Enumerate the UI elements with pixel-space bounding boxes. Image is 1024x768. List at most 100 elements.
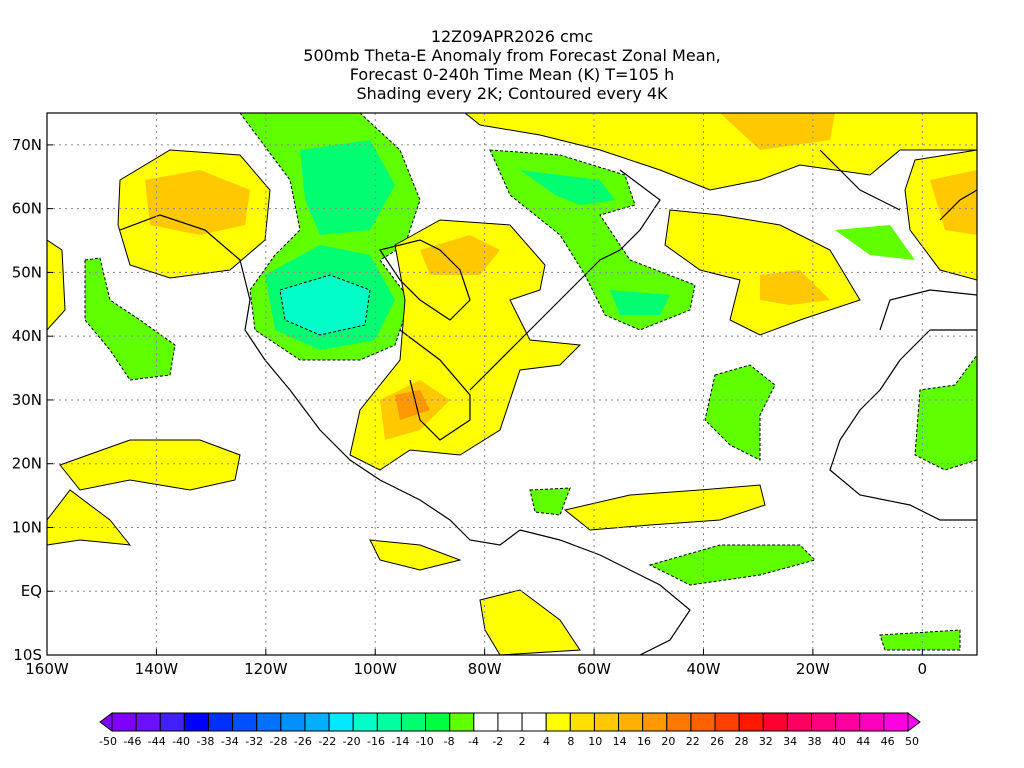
y-tick-label: 40N [12,327,42,345]
colorbar-swatch [207,712,234,732]
plot-frame [46,112,978,656]
colorbar-label: -26 [294,735,312,748]
colorbar-swatch [425,712,451,732]
colorbar-label: -34 [221,735,239,748]
title-line-4: Shading every 2K; Contoured every 4K [356,84,668,103]
y-tick-label: EQ [21,582,42,600]
colorbar-swatch [859,712,885,732]
x-tick-label: 80W [468,660,502,678]
colorbar-swatch [666,712,692,732]
colorbar-swatch [690,712,716,732]
colorbar-label: -22 [318,735,336,748]
colorbar-label: -14 [391,735,409,748]
y-tick-label: 60N [12,200,42,218]
colorbar-label: 10 [588,735,602,748]
graticule [47,113,977,655]
colorbar-swatch [256,712,282,732]
colorbar-label: 20 [661,735,675,748]
x-tick-label: 20W [796,660,830,678]
negative-core-labrador [520,170,670,315]
colorbar-label: -8 [444,735,455,748]
colorbar-swatch [232,712,258,732]
colorbar-swatch [328,712,354,732]
colorbar-swatch [714,712,740,732]
colorbar-swatch [400,712,427,732]
y-tick-label: 70N [12,136,42,154]
colorbar-label: 32 [759,735,773,748]
axes: 160W 140W 120W 100W 80W 60W 40W 20W 0 10S EQ 10N 20N… [12,136,927,678]
colorbar-swatch [183,712,209,732]
positive-anomaly-south-america [369,539,581,655]
positive-anomaly-north-atlantic [464,113,977,191]
negative-anomaly-greenland-south [835,225,915,260]
positive-anomaly-west-edge [47,239,132,546]
x-tick-label: 60W [577,660,611,678]
colorbar-label: -28 [270,735,288,748]
title-line-1: 12Z09APR2026 cmc [430,27,594,46]
negative-anomaly-canada-core [300,140,395,235]
negative-anomaly-labrador [489,149,696,331]
colorbar-label: 44 [856,735,870,748]
x-tick-label: 100W [354,660,398,678]
colorbar-swatch [497,712,523,732]
colorbar-label: 22 [686,735,700,748]
title-line-3: Forecast 0-240h Time Mean (K) T=105 h [349,65,675,84]
colorbar-swatch [593,712,620,732]
colorbar-label: -10 [416,735,434,748]
negative-core-rockies [279,274,371,336]
colorbar-swatch [304,712,330,732]
y-tick-label: 30N [12,391,42,409]
colorbar-label: 14 [613,735,627,748]
colorbar-label: 28 [734,735,748,748]
negative-anomaly-pacific [84,257,176,381]
colorbar-swatch [835,712,861,732]
colorbar-label: -50 [99,735,117,748]
colorbar-swatch [883,712,909,732]
x-tick-label: 0 [918,660,928,678]
colorbar-swatch [376,712,402,732]
colorbar: -50 -46 -44 -40 -38 -34 -32 -28 -26 -22 -20 -16 -14-… [99,712,921,748]
colorbar-label: 16 [637,735,651,748]
colorbar-label: 4 [543,735,550,748]
negative-anomaly-africa [914,354,977,471]
colorbar-swatch [618,712,644,732]
x-tick-label: 40W [687,660,721,678]
colorbar-swatch [545,712,571,732]
colorbar-swatch [352,712,378,732]
colorbar-label: -44 [148,735,166,748]
colorbar-swatch [642,712,668,732]
shading-layer [47,113,977,655]
x-tick-label: 140W [135,660,179,678]
colorbar-label: 2 [519,735,526,748]
negative-anomaly-atlantic [704,364,776,461]
colorbar-label: -32 [245,735,263,748]
colorbar-label: 50 [905,735,919,748]
colorbar-label: 40 [832,735,846,748]
colorbar-label: -40 [172,735,190,748]
coastlines [119,149,977,655]
colorbar-label: -38 [196,735,214,748]
colorbar-swatch [762,712,788,732]
x-tick-label: 160W [25,660,69,678]
colorbar-label: 46 [881,735,895,748]
colorbar-swatch [280,712,306,732]
colorbar-label: 8 [567,735,574,748]
colorbar-label: -2 [492,735,503,748]
colorbar-label: 34 [783,735,797,748]
colorbar-label: -46 [123,735,141,748]
colorbar-swatch [473,712,499,732]
y-tick-label: 50N [12,263,42,281]
positive-anomaly-tropical-atlantic [563,484,766,531]
colorbar-swatch [786,712,813,732]
colorbar-over-arrow [907,712,921,732]
y-tick-label: 10S [13,646,42,664]
title-line-2: 500mb Theta-E Anomaly from Forecast Zona… [303,46,721,65]
colorbar-label: -20 [343,735,361,748]
colorbar-label: -16 [367,735,385,748]
y-tick-label: 20N [12,455,42,473]
colorbar-label: 26 [710,735,724,748]
positive-core-north-atlantic [720,113,835,150]
colorbar-swatch [569,712,595,732]
positive-core-eastern-us [380,235,500,440]
